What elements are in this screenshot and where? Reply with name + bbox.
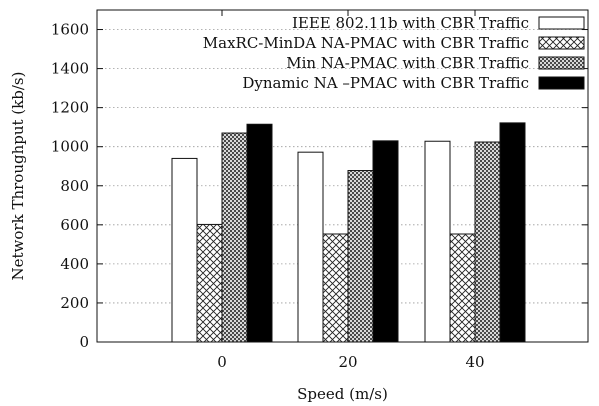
- bar: [372, 140, 399, 343]
- legend-label: IEEE 802.11b with CBR Traffic: [292, 14, 529, 32]
- legend-swatch: [538, 76, 585, 90]
- bar: [474, 141, 501, 343]
- bars: [171, 122, 526, 343]
- x-tick-label: 40: [465, 353, 484, 371]
- bar: [246, 123, 273, 343]
- x-tick-label: 0: [217, 353, 227, 371]
- axis-ticks: 0 200 400 600 800 1000 1200 1400 1600 0 20 40: [51, 10, 588, 371]
- legend: IEEE 802.11b with CBR Traffic MaxRC-MinDA…: [203, 14, 585, 92]
- legend-label: Min NA-PMAC with CBR Traffic: [286, 54, 529, 72]
- y-tick-label: 0: [79, 333, 89, 351]
- x-tick-label: 20: [338, 353, 357, 371]
- y-tick-label: 600: [60, 216, 89, 234]
- bar: [322, 233, 349, 343]
- plot-frame: [96, 9, 589, 343]
- legend-swatch: [538, 36, 585, 50]
- y-tick-label: 1600: [51, 21, 89, 39]
- y-tick-label: 1200: [51, 99, 89, 117]
- bar: [171, 157, 198, 343]
- bar: [297, 151, 324, 343]
- bar: [196, 223, 223, 343]
- y-tick-label: 200: [60, 294, 89, 312]
- y-axis-label: Network Throughput (kb/s): [9, 72, 27, 281]
- y-tick-label: 800: [60, 177, 89, 195]
- y-tick-label: 1000: [51, 138, 89, 156]
- bar: [499, 122, 526, 343]
- bar: [424, 140, 451, 343]
- legend-swatch: [538, 16, 585, 30]
- x-axis-label: Speed (m/s): [297, 385, 388, 403]
- y-tick-label: 1400: [51, 60, 89, 78]
- bar: [221, 132, 248, 343]
- bar: [449, 233, 476, 343]
- y-tick-label: 400: [60, 255, 89, 273]
- legend-label: Dynamic NA –PMAC with CBR Traffic: [242, 74, 529, 92]
- legend-swatch: [538, 56, 585, 70]
- bar: [347, 170, 374, 343]
- legend-label: MaxRC-MinDA NA-PMAC with CBR Traffic: [203, 34, 529, 52]
